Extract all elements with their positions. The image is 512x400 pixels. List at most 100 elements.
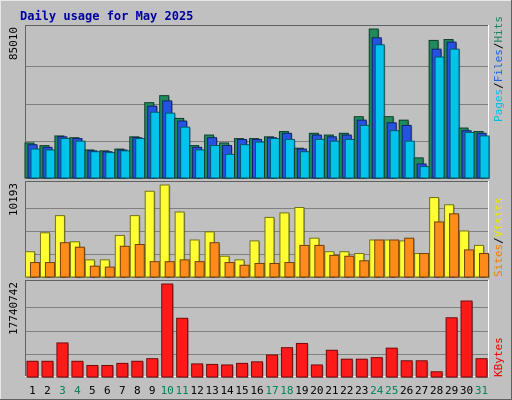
bar-kbytes-21	[325, 349, 338, 378]
x-tick-label-7: 7	[119, 384, 126, 397]
bar-kbytes-31	[475, 358, 488, 378]
x-tick-label-11: 11	[176, 384, 189, 397]
legend-separator: /	[492, 237, 505, 244]
bar-kbytes-18	[280, 347, 293, 378]
bar-kbytes-12	[191, 363, 204, 378]
bar-sites-27	[419, 253, 430, 278]
legend-visits-sites: Sites/Visits	[492, 198, 505, 278]
bar-sites-21	[329, 254, 340, 278]
bar-kbytes-6	[101, 364, 114, 378]
y-axis-max-label: 10193	[7, 183, 20, 216]
x-tick-label-17: 17	[265, 384, 278, 397]
bar-sites-19	[299, 244, 310, 278]
bar-pages-17	[269, 138, 280, 179]
legend-kbytes: KBytes	[492, 337, 505, 377]
bar-pages-15	[240, 144, 251, 179]
x-tick-label-5: 5	[89, 384, 96, 397]
legend-entry-kbytes: KBytes	[492, 337, 505, 377]
bar-kbytes-10	[161, 283, 174, 378]
bar-pages-8	[135, 138, 146, 179]
x-tick-label-24: 24	[370, 384, 384, 397]
bar-pages-20	[314, 138, 325, 179]
bar-sites-17	[269, 262, 280, 278]
x-tick-label-2: 2	[44, 384, 51, 397]
bar-kbytes-19	[295, 342, 308, 378]
x-tick-label-20: 20	[310, 384, 323, 397]
bar-pages-30	[464, 131, 475, 179]
bar-sites-29	[449, 213, 460, 278]
x-tick-label-21: 21	[325, 384, 338, 397]
x-tick-label-23: 23	[355, 384, 368, 397]
x-tick-label-18: 18	[280, 384, 293, 397]
bar-kbytes-23	[355, 358, 368, 378]
bar-sites-6	[104, 266, 115, 278]
x-tick-label-13: 13	[205, 384, 218, 397]
bar-kbytes-17	[265, 354, 278, 378]
bar-kbytes-22	[340, 358, 353, 378]
legend-entry-hits: Hits	[492, 16, 505, 43]
bar-sites-24	[374, 239, 385, 278]
x-tick-label-29: 29	[445, 384, 458, 397]
bar-pages-29	[449, 48, 460, 179]
bar-kbytes-3	[56, 342, 69, 378]
x-tick-label-15: 15	[235, 384, 248, 397]
bar-sites-23	[359, 260, 370, 278]
bar-kbytes-1	[26, 360, 39, 378]
bar-kbytes-15	[236, 362, 249, 378]
bar-kbytes-16	[251, 361, 263, 378]
x-tick-label-30: 30	[460, 384, 473, 397]
legend-separator: /	[492, 43, 505, 50]
bar-sites-25	[389, 239, 400, 278]
x-tick-label-26: 26	[400, 384, 413, 397]
bar-pages-5	[90, 151, 101, 179]
bar-kbytes-29	[445, 317, 458, 378]
bar-sites-4	[74, 246, 85, 278]
bar-kbytes-8	[131, 360, 144, 378]
bar-kbytes-26	[400, 360, 413, 378]
bar-sites-15	[239, 264, 250, 278]
legend-entry-sites: Sites	[492, 244, 505, 277]
bar-pages-26	[404, 140, 415, 179]
bar-kbytes-13	[206, 363, 219, 378]
bar-sites-2	[44, 262, 55, 278]
bar-pages-10	[165, 112, 176, 179]
bar-sites-16	[254, 262, 265, 278]
x-tick-label-8: 8	[134, 384, 141, 397]
bar-sites-5	[89, 265, 100, 278]
bar-kbytes-2	[41, 360, 54, 378]
legend-entry-files: Files	[492, 49, 505, 82]
bar-kbytes-25	[385, 347, 398, 378]
x-tick-label-6: 6	[104, 384, 111, 397]
bar-sites-9	[149, 261, 160, 278]
y-axis-max-label: 17740742	[7, 282, 20, 335]
bar-kbytes-24	[370, 357, 383, 378]
x-tick-label-1: 1	[29, 384, 36, 397]
x-tick-label-12: 12	[191, 384, 204, 397]
bar-pages-28	[434, 56, 445, 179]
bar-sites-8	[134, 244, 145, 278]
bar-kbytes-5	[86, 364, 99, 378]
bar-sites-13	[209, 242, 220, 278]
bar-pages-13	[210, 145, 221, 179]
x-tick-label-9: 9	[149, 384, 156, 397]
bar-kbytes-30	[460, 300, 473, 378]
bar-sites-3	[59, 242, 70, 278]
bar-sites-20	[314, 244, 325, 278]
x-tick-label-31: 31	[475, 384, 488, 397]
y-axis-max-label: 85010	[7, 27, 20, 60]
x-tick-label-27: 27	[415, 384, 428, 397]
bar-kbytes-14	[221, 364, 234, 378]
chart-title: Daily usage for May 2025	[20, 9, 193, 23]
x-tick-label-10: 10	[161, 384, 174, 397]
bar-pages-23	[359, 124, 370, 179]
bar-kbytes-9	[146, 358, 159, 378]
bar-sites-28	[434, 221, 445, 278]
bar-sites-14	[224, 262, 235, 278]
bar-pages-27	[419, 166, 430, 179]
bar-kbytes-11	[176, 317, 189, 378]
bar-pages-1	[30, 148, 41, 179]
bar-kbytes-7	[116, 362, 129, 378]
legend-entry-visits: Visits	[492, 198, 505, 238]
